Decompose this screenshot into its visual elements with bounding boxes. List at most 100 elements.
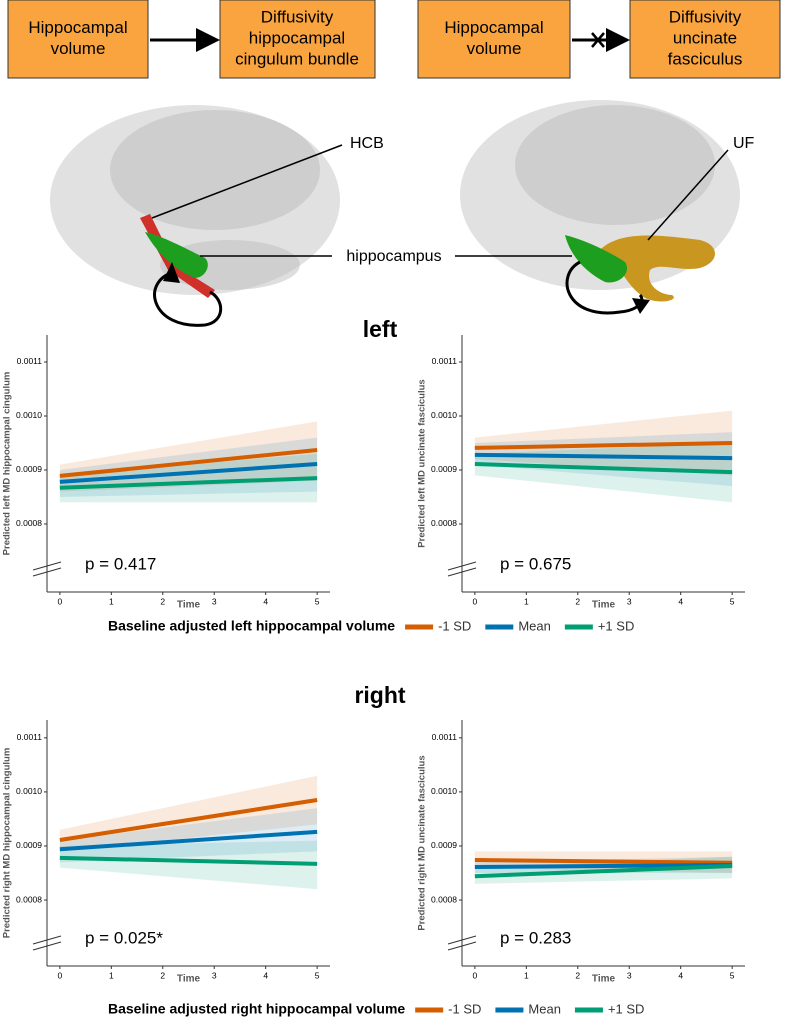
x-tick-label: 0 (472, 596, 477, 606)
y-axis-title: Predicted left MD hippocampal cingulum (2, 372, 13, 556)
model-boxes (7, 0, 781, 79)
legend-label: -1 SD (448, 1001, 481, 1016)
arrow-head (632, 298, 650, 314)
x-tick-label: 3 (212, 596, 217, 606)
x-tick-label: 3 (627, 970, 632, 980)
x-tick-label: 5 (315, 970, 320, 980)
leader-line (151, 144, 343, 219)
x-tick-label: 4 (263, 970, 268, 980)
x-tick-label: 1 (524, 596, 529, 606)
axis-break (32, 561, 62, 577)
line (59, 798, 318, 843)
line (59, 476, 318, 490)
x-tick-label: 1 (109, 970, 114, 980)
y-axis-title: Predicted right MD hippocampal cingulum (2, 748, 13, 939)
y-tick-label: 0.0008 (16, 894, 42, 904)
box-text: Hippocampal (28, 18, 127, 37)
line (474, 862, 733, 870)
x-tick-label: 1 (524, 970, 529, 980)
box (417, 0, 571, 79)
line (474, 462, 733, 475)
uf-label: UF (733, 135, 755, 152)
x-tick-label: 1 (109, 596, 114, 606)
confidence-band (59, 840, 318, 890)
leader-line (647, 149, 729, 241)
legend-label: Mean (528, 1001, 561, 1016)
y-tick-label: 0.0008 (431, 894, 457, 904)
x-tick-label: 4 (263, 596, 268, 606)
x-tick-label: 2 (575, 596, 580, 606)
x-tick-label: 0 (57, 596, 62, 606)
x-tick-label: 3 (627, 596, 632, 606)
x-tick-label: 5 (730, 970, 735, 980)
arrow-head (163, 262, 180, 283)
uf-tract (600, 235, 715, 302)
hippocampus-shape (565, 235, 628, 283)
p-value: p = 0.283 (500, 928, 571, 947)
box-text: uncinate (673, 28, 737, 47)
box (629, 0, 781, 79)
section-title: left (363, 316, 398, 342)
no-effect-mark (591, 32, 605, 48)
y-tick-label: 0.0010 (16, 786, 42, 796)
section-title: right (354, 682, 405, 708)
box-text: fasciculus (668, 49, 743, 68)
x-tick-label: 2 (160, 970, 165, 980)
line (59, 855, 318, 866)
y-tick-label: 0.0009 (431, 464, 457, 474)
legend-label: +1 SD (608, 1001, 645, 1016)
y-axis-title: Predicted left MD uncinate fasciculus (417, 379, 428, 547)
y-tick-label: 0.0008 (16, 518, 42, 528)
line (474, 858, 733, 865)
x-tick-label: 5 (730, 596, 735, 606)
confidence-band (59, 453, 318, 503)
box (7, 0, 149, 79)
line (474, 440, 733, 450)
box-text: volume (51, 39, 106, 58)
y-tick-label: 0.0009 (16, 840, 42, 850)
x-tick-label: 0 (472, 970, 477, 980)
x-tick-label: 5 (315, 596, 320, 606)
box-text: volume (467, 39, 522, 58)
p-value: p = 0.675 (500, 554, 571, 573)
line (474, 863, 733, 879)
p-value: p = 0.025* (85, 928, 163, 947)
y-axis-title: Predicted right MD uncinate fasciculus (417, 755, 428, 930)
box-text: Hippocampal (444, 18, 543, 37)
legend-label: +1 SD (598, 618, 635, 633)
box-text: cingulum bundle (235, 49, 359, 68)
confidence-band (59, 808, 318, 863)
y-tick-label: 0.0008 (431, 518, 457, 528)
legend-label: Mean (518, 618, 551, 633)
x-tick-label: 4 (678, 970, 683, 980)
axis-break (447, 561, 477, 577)
y-tick-label: 0.0009 (431, 840, 457, 850)
brain-left (50, 105, 343, 327)
y-tick-label: 0.0009 (16, 464, 42, 474)
box-text: Diffusivity (669, 7, 742, 26)
legend-title: Baseline adjusted left hippocampal volum… (108, 618, 395, 634)
axis-break (447, 935, 477, 951)
x-axis-title: Time (592, 974, 616, 985)
confidence-band (59, 421, 318, 492)
x-axis-title: Time (177, 600, 201, 611)
line (474, 452, 733, 461)
x-axis-title: Time (592, 600, 616, 611)
hippocampus-label: hippocampus (346, 248, 441, 265)
line (59, 462, 318, 484)
y-tick-label: 0.0011 (17, 732, 43, 742)
hippocampus-shape (145, 232, 208, 278)
y-tick-label: 0.0011 (17, 356, 43, 366)
brain (110, 110, 320, 230)
y-tick-label: 0.0011 (432, 732, 458, 742)
confidence-band (59, 775, 318, 852)
arrow (153, 270, 223, 327)
y-tick-label: 0.0010 (431, 410, 457, 420)
axis-break (32, 935, 62, 951)
x-axis-title: Time (177, 974, 201, 985)
brain (515, 105, 715, 225)
y-tick-label: 0.0011 (432, 356, 458, 366)
y-tick-label: 0.0010 (16, 410, 42, 420)
hcb-tract (140, 214, 215, 298)
